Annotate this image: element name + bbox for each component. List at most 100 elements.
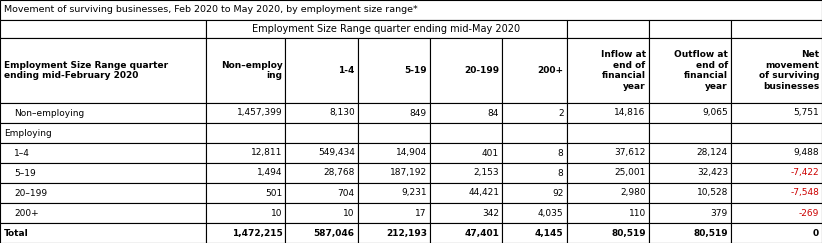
Bar xyxy=(649,143,731,163)
Bar xyxy=(566,203,649,223)
Text: 200+: 200+ xyxy=(14,208,39,217)
Text: 32,423: 32,423 xyxy=(697,168,728,177)
Bar xyxy=(430,163,502,183)
Bar xyxy=(0,143,206,163)
Text: 849: 849 xyxy=(409,109,427,118)
Text: Inflow at
end of
financial
year: Inflow at end of financial year xyxy=(601,50,646,91)
Bar xyxy=(430,143,502,163)
Bar xyxy=(649,183,731,203)
Bar xyxy=(731,38,822,103)
Bar xyxy=(566,103,649,123)
Bar xyxy=(206,163,285,183)
Bar xyxy=(731,183,822,203)
Text: Total: Total xyxy=(4,228,29,237)
Text: 501: 501 xyxy=(266,189,283,198)
Text: 14,816: 14,816 xyxy=(614,109,646,118)
Bar xyxy=(430,123,502,143)
Text: 80,519: 80,519 xyxy=(611,228,646,237)
Bar xyxy=(566,123,649,143)
Bar xyxy=(731,123,822,143)
Bar xyxy=(731,20,822,38)
Text: 10: 10 xyxy=(343,208,354,217)
Text: 37,612: 37,612 xyxy=(614,148,646,157)
Text: 212,193: 212,193 xyxy=(386,228,427,237)
Text: 28,124: 28,124 xyxy=(697,148,728,157)
Text: 20-199: 20-199 xyxy=(464,66,499,75)
Bar xyxy=(285,163,358,183)
Bar xyxy=(358,223,430,243)
Text: Employing: Employing xyxy=(4,129,52,138)
Text: 1–4: 1–4 xyxy=(14,148,30,157)
Text: 5-19: 5-19 xyxy=(404,66,427,75)
Text: 1,457,399: 1,457,399 xyxy=(237,109,283,118)
Text: 80,519: 80,519 xyxy=(693,228,728,237)
Bar xyxy=(502,103,566,123)
Bar xyxy=(0,163,206,183)
Text: 17: 17 xyxy=(415,208,427,217)
Text: 2,153: 2,153 xyxy=(473,168,499,177)
Bar xyxy=(285,103,358,123)
Text: 9,231: 9,231 xyxy=(401,189,427,198)
Text: 84: 84 xyxy=(487,109,499,118)
Text: 187,192: 187,192 xyxy=(390,168,427,177)
Text: -269: -269 xyxy=(799,208,819,217)
Text: Non–employ
ing: Non–employ ing xyxy=(221,61,283,80)
Bar xyxy=(566,143,649,163)
Text: -7,548: -7,548 xyxy=(790,189,819,198)
Text: Outflow at
end of
financial
year: Outflow at end of financial year xyxy=(674,50,728,91)
Text: Employment Size Range quarter ending mid-May 2020: Employment Size Range quarter ending mid… xyxy=(252,24,520,34)
Text: 10: 10 xyxy=(271,208,283,217)
Bar xyxy=(0,0,822,20)
Bar xyxy=(566,20,649,38)
Bar xyxy=(285,38,358,103)
Text: 5,751: 5,751 xyxy=(793,109,819,118)
Bar xyxy=(206,123,285,143)
Bar xyxy=(206,103,285,123)
Text: Movement of surviving businesses, Feb 2020 to May 2020, by employment size range: Movement of surviving businesses, Feb 20… xyxy=(4,6,418,15)
Bar xyxy=(649,103,731,123)
Bar xyxy=(566,183,649,203)
Bar xyxy=(502,143,566,163)
Text: 9,065: 9,065 xyxy=(702,109,728,118)
Text: 401: 401 xyxy=(482,148,499,157)
Bar xyxy=(649,223,731,243)
Bar xyxy=(430,183,502,203)
Text: 44,421: 44,421 xyxy=(468,189,499,198)
Text: 9,488: 9,488 xyxy=(793,148,819,157)
Bar xyxy=(358,103,430,123)
Bar xyxy=(285,123,358,143)
Bar xyxy=(285,183,358,203)
Bar xyxy=(0,223,206,243)
Bar xyxy=(502,203,566,223)
Bar xyxy=(430,103,502,123)
Text: 110: 110 xyxy=(629,208,646,217)
Text: Non–employing: Non–employing xyxy=(14,109,84,118)
Bar xyxy=(358,38,430,103)
Bar xyxy=(358,123,430,143)
Bar xyxy=(566,38,649,103)
Bar xyxy=(502,183,566,203)
Text: 4,035: 4,035 xyxy=(538,208,564,217)
Bar xyxy=(430,38,502,103)
Bar xyxy=(285,223,358,243)
Text: Net
movement
of surviving
businesses: Net movement of surviving businesses xyxy=(759,50,819,91)
Bar xyxy=(0,183,206,203)
Text: 704: 704 xyxy=(338,189,354,198)
Bar xyxy=(731,203,822,223)
Bar xyxy=(502,163,566,183)
Bar xyxy=(206,223,285,243)
Bar xyxy=(206,20,566,38)
Bar xyxy=(649,38,731,103)
Bar xyxy=(731,223,822,243)
Text: 0: 0 xyxy=(813,228,819,237)
Text: 14,904: 14,904 xyxy=(395,148,427,157)
Text: 8: 8 xyxy=(558,168,564,177)
Bar xyxy=(358,183,430,203)
Text: 1-4: 1-4 xyxy=(339,66,354,75)
Text: 587,046: 587,046 xyxy=(314,228,354,237)
Text: 8,130: 8,130 xyxy=(329,109,354,118)
Text: 342: 342 xyxy=(482,208,499,217)
Text: 5–19: 5–19 xyxy=(14,168,35,177)
Text: -7,422: -7,422 xyxy=(791,168,819,177)
Bar xyxy=(0,203,206,223)
